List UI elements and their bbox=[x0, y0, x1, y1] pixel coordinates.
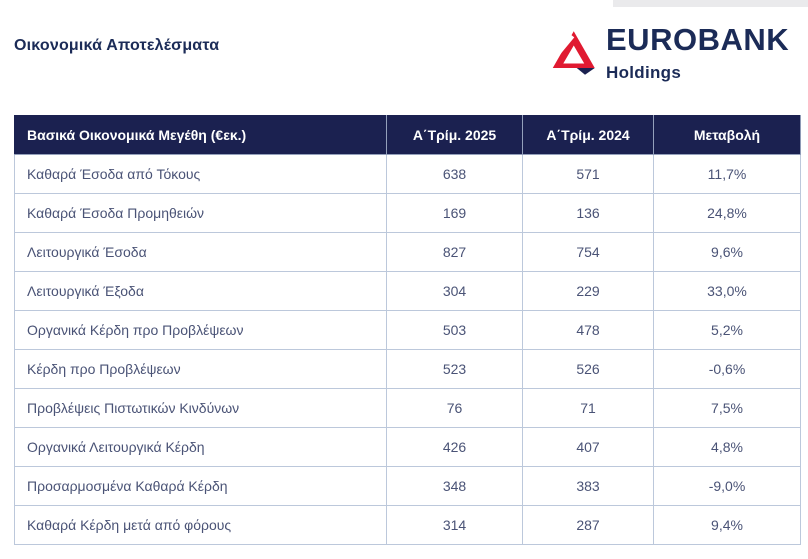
metric-label-cell: Οργανικά Λειτουργικά Κέρδη bbox=[14, 427, 387, 467]
table-header-row: Βασικά Οικονομικά Μεγέθη (€εκ.) Α΄Τρίμ. … bbox=[14, 115, 801, 155]
metric-label-cell: Λειτουργικά Έξοδα bbox=[14, 271, 387, 311]
col-header-q1-2025: Α΄Τρίμ. 2025 bbox=[386, 115, 523, 155]
q1-2025-value-cell: 638 bbox=[386, 154, 523, 194]
financial-results-table-container: Βασικά Οικονομικά Μεγέθη (€εκ.) Α΄Τρίμ. … bbox=[14, 115, 801, 545]
page-edge-strip bbox=[613, 0, 808, 7]
q1-2025-value-cell: 314 bbox=[386, 505, 523, 545]
change-value-cell: 9,6% bbox=[653, 232, 801, 272]
eurobank-logo: EUROBANK Holdings bbox=[549, 21, 789, 83]
col-header-q1-2024: Α΄Τρίμ. 2024 bbox=[522, 115, 654, 155]
metric-label-cell: Καθαρά Έσοδα από Τόκους bbox=[14, 154, 387, 194]
change-value-cell: -0,6% bbox=[653, 349, 801, 389]
q1-2025-value-cell: 348 bbox=[386, 466, 523, 506]
metric-label-cell: Καθαρά Έσοδα Προμηθειών bbox=[14, 193, 387, 233]
q1-2025-value-cell: 304 bbox=[386, 271, 523, 311]
metric-label-cell: Λειτουργικά Έσοδα bbox=[14, 232, 387, 272]
table-row: Προβλέψεις Πιστωτικών Κινδύνων 76 71 7,5… bbox=[14, 388, 801, 428]
change-value-cell: 5,2% bbox=[653, 310, 801, 350]
q1-2024-value-cell: 136 bbox=[522, 193, 654, 233]
financial-results-table: Βασικά Οικονομικά Μεγέθη (€εκ.) Α΄Τρίμ. … bbox=[14, 115, 801, 545]
table-row: Λειτουργικά Έξοδα 304 229 33,0% bbox=[14, 271, 801, 311]
metric-label-cell: Προσαρμοσμένα Καθαρά Κέρδη bbox=[14, 466, 387, 506]
metric-label-cell: Προβλέψεις Πιστωτικών Κινδύνων bbox=[14, 388, 387, 428]
change-value-cell: 33,0% bbox=[653, 271, 801, 311]
table-row: Οργανικά Κέρδη προ Προβλέψεων 503 478 5,… bbox=[14, 310, 801, 350]
table-row: Οργανικά Λειτουργικά Κέρδη 426 407 4,8% bbox=[14, 427, 801, 467]
q1-2025-value-cell: 426 bbox=[386, 427, 523, 467]
change-value-cell: 11,7% bbox=[653, 154, 801, 194]
table-row: Καθαρά Έσοδα Προμηθειών 169 136 24,8% bbox=[14, 193, 801, 233]
q1-2025-value-cell: 503 bbox=[386, 310, 523, 350]
change-value-cell: 9,4% bbox=[653, 505, 801, 545]
q1-2025-value-cell: 76 bbox=[386, 388, 523, 428]
brand-text-block: EUROBANK Holdings bbox=[606, 21, 789, 83]
change-value-cell: 24,8% bbox=[653, 193, 801, 233]
col-header-change: Μεταβολή bbox=[653, 115, 801, 155]
table-row: Καθαρά Κέρδη μετά από φόρους 314 287 9,4… bbox=[14, 505, 801, 545]
brand-name: EUROBANK bbox=[606, 22, 790, 57]
q1-2025-value-cell: 827 bbox=[386, 232, 523, 272]
q1-2024-value-cell: 407 bbox=[522, 427, 654, 467]
metric-label-cell: Οργανικά Κέρδη προ Προβλέψεων bbox=[14, 310, 387, 350]
change-value-cell: 4,8% bbox=[653, 427, 801, 467]
q1-2024-value-cell: 287 bbox=[522, 505, 654, 545]
metric-label-cell: Καθαρά Κέρδη μετά από φόρους bbox=[14, 505, 387, 545]
brand-subtitle: Holdings bbox=[606, 63, 682, 82]
q1-2024-value-cell: 229 bbox=[522, 271, 654, 311]
table-row: Καθαρά Έσοδα από Τόκους 638 571 11,7% bbox=[14, 154, 801, 194]
page-title: Οικονομικά Αποτελέσματα bbox=[14, 37, 220, 54]
col-header-metrics: Βασικά Οικονομικά Μεγέθη (€εκ.) bbox=[14, 115, 387, 155]
table-row: Λειτουργικά Έσοδα 827 754 9,6% bbox=[14, 232, 801, 272]
q1-2024-value-cell: 526 bbox=[522, 349, 654, 389]
metric-label-cell: Κέρδη προ Προβλέψεων bbox=[14, 349, 387, 389]
change-value-cell: -9,0% bbox=[653, 466, 801, 506]
q1-2025-value-cell: 523 bbox=[386, 349, 523, 389]
change-value-cell: 7,5% bbox=[653, 388, 801, 428]
q1-2024-value-cell: 571 bbox=[522, 154, 654, 194]
q1-2024-value-cell: 383 bbox=[522, 466, 654, 506]
q1-2024-value-cell: 754 bbox=[522, 232, 654, 272]
q1-2025-value-cell: 169 bbox=[386, 193, 523, 233]
table-row: Κέρδη προ Προβλέψεων 523 526 -0,6% bbox=[14, 349, 801, 389]
q1-2024-value-cell: 71 bbox=[522, 388, 654, 428]
table-row: Προσαρμοσμένα Καθαρά Κέρδη 348 383 -9,0% bbox=[14, 466, 801, 506]
q1-2024-value-cell: 478 bbox=[522, 310, 654, 350]
eurobank-delta-icon bbox=[549, 31, 595, 75]
